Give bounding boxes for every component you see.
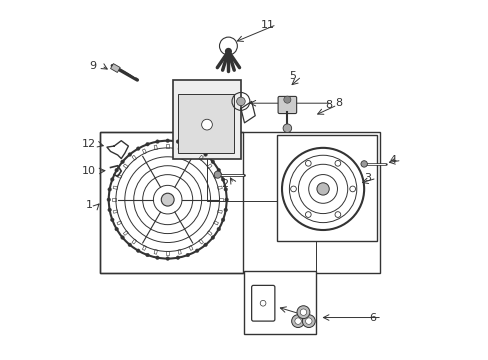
Bar <box>276 135 376 241</box>
Circle shape <box>128 153 131 156</box>
Circle shape <box>224 198 228 202</box>
Circle shape <box>360 161 366 167</box>
Circle shape <box>294 318 301 324</box>
Bar <box>100 132 380 273</box>
Circle shape <box>283 124 291 132</box>
Bar <box>100 132 242 273</box>
Circle shape <box>128 243 131 247</box>
Circle shape <box>334 212 340 217</box>
Circle shape <box>236 97 244 106</box>
Circle shape <box>115 168 118 172</box>
Circle shape <box>305 161 310 166</box>
Circle shape <box>165 257 169 260</box>
Circle shape <box>290 186 296 192</box>
FancyBboxPatch shape <box>278 96 296 113</box>
FancyBboxPatch shape <box>244 271 315 334</box>
Circle shape <box>334 161 340 166</box>
Circle shape <box>300 309 306 315</box>
Text: 12: 12 <box>82 139 96 149</box>
Text: 3: 3 <box>364 173 370 183</box>
Circle shape <box>203 153 207 156</box>
Circle shape <box>155 256 159 260</box>
Circle shape <box>305 318 311 324</box>
Text: 9: 9 <box>89 61 96 71</box>
Circle shape <box>121 236 124 239</box>
Circle shape <box>203 243 207 247</box>
Circle shape <box>195 147 199 150</box>
Circle shape <box>136 249 140 252</box>
Circle shape <box>291 315 304 328</box>
Circle shape <box>115 227 118 231</box>
Circle shape <box>302 315 315 328</box>
Bar <box>110 64 120 72</box>
Text: 11: 11 <box>260 19 274 30</box>
Circle shape <box>217 227 220 231</box>
Circle shape <box>161 193 174 206</box>
Circle shape <box>316 183 328 195</box>
Circle shape <box>260 300 265 306</box>
Text: 8: 8 <box>335 98 342 108</box>
Circle shape <box>221 218 224 222</box>
Circle shape <box>110 178 114 181</box>
Text: 5: 5 <box>288 71 296 81</box>
Circle shape <box>211 236 214 239</box>
Circle shape <box>214 171 221 178</box>
Circle shape <box>221 178 224 181</box>
Circle shape <box>224 188 227 191</box>
Circle shape <box>110 218 114 222</box>
Circle shape <box>283 96 290 103</box>
Text: 8: 8 <box>324 100 331 110</box>
Circle shape <box>349 186 355 192</box>
Circle shape <box>176 140 180 143</box>
Circle shape <box>165 139 169 143</box>
Text: 4: 4 <box>388 156 395 165</box>
Circle shape <box>121 160 124 163</box>
Circle shape <box>211 160 214 163</box>
Circle shape <box>224 48 231 55</box>
Circle shape <box>201 119 212 130</box>
FancyBboxPatch shape <box>173 80 241 158</box>
Text: 2: 2 <box>221 179 228 189</box>
Text: 10: 10 <box>82 166 96 176</box>
Circle shape <box>186 143 189 146</box>
Text: 7: 7 <box>299 312 306 323</box>
Circle shape <box>305 212 310 217</box>
Circle shape <box>145 253 149 257</box>
Circle shape <box>108 188 111 191</box>
Circle shape <box>296 306 309 319</box>
Circle shape <box>176 256 180 260</box>
Circle shape <box>155 140 159 143</box>
Circle shape <box>145 143 149 146</box>
Circle shape <box>195 249 199 252</box>
Circle shape <box>107 198 110 202</box>
Text: 1: 1 <box>85 200 92 210</box>
FancyBboxPatch shape <box>178 94 233 153</box>
Text: 6: 6 <box>369 312 376 323</box>
Circle shape <box>186 253 189 257</box>
Circle shape <box>224 208 227 212</box>
Circle shape <box>136 147 140 150</box>
Circle shape <box>217 168 220 172</box>
Circle shape <box>108 208 111 212</box>
